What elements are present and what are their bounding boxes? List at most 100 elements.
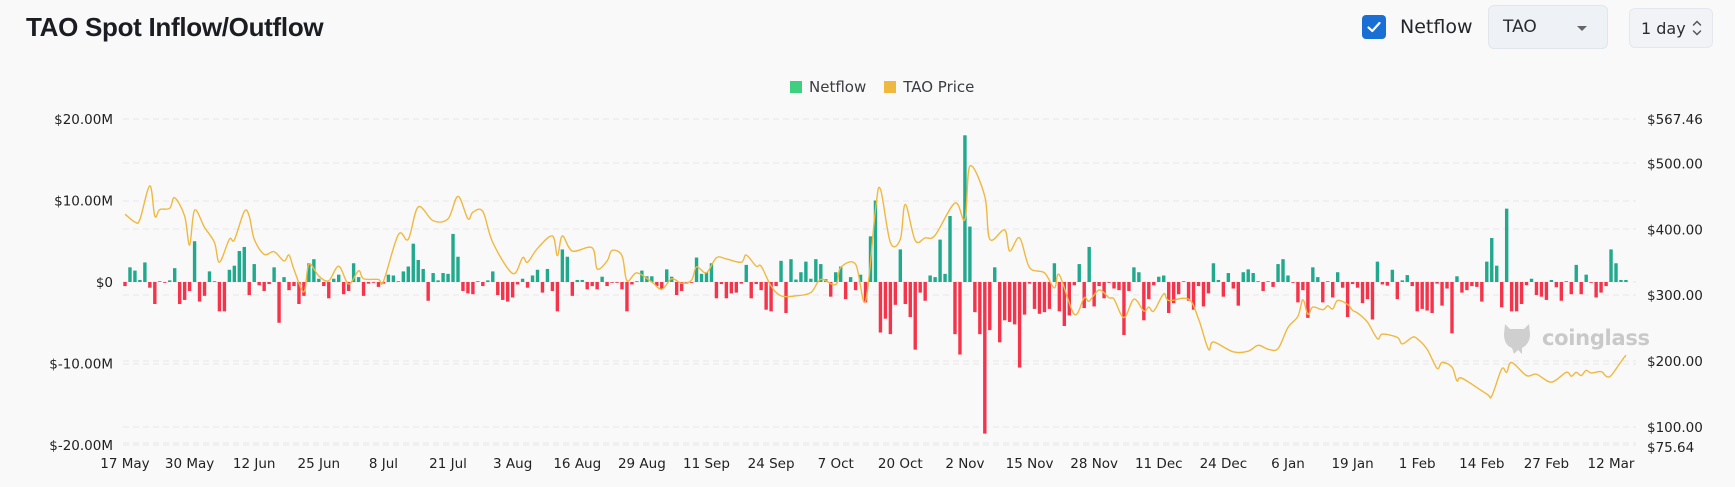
outflow-bar [1514, 282, 1519, 312]
outflow-bar [1410, 282, 1414, 287]
outflow-bar [888, 282, 893, 335]
outflow-bar [1067, 282, 1071, 316]
inflow-bar [1316, 277, 1320, 282]
outflow-bar [217, 282, 222, 312]
checkmark-icon[interactable] [1362, 15, 1386, 39]
coinglass-watermark: coinglass [1500, 320, 1650, 356]
inflow-bar [456, 256, 460, 282]
legend-item-netflow[interactable]: Netflow [790, 78, 866, 96]
inflow-bar [580, 279, 584, 282]
outflow-bar [595, 282, 599, 290]
x-axis-tick-label: 15 Nov [1006, 456, 1054, 472]
outflow-bar [471, 282, 475, 295]
outflow-bar [123, 282, 127, 287]
inflow-bar [1246, 269, 1250, 282]
netflow-checkbox[interactable]: Netflow [1362, 15, 1472, 39]
legend-label-netflow: Netflow [809, 78, 867, 96]
inflow-bar [1574, 264, 1578, 282]
inflow-bar [819, 264, 823, 282]
x-axis-tick-label: 2 Nov [945, 456, 984, 472]
inflow-bar [1326, 281, 1330, 282]
outflow-bar [774, 282, 778, 287]
outflow-bar [1475, 282, 1479, 287]
outflow-bar [1171, 282, 1176, 304]
outflow-bar [366, 282, 371, 284]
inflow-bar [993, 267, 997, 282]
x-axis-tick-label: 16 Aug [553, 456, 601, 472]
inflow-bar [1226, 273, 1231, 282]
outflow-bar [883, 282, 888, 319]
inflow-bar [1485, 261, 1489, 282]
inflow-bar [441, 273, 445, 282]
inflow-bar [173, 268, 177, 282]
inflow-bar [232, 265, 237, 282]
inflow-bar [1490, 237, 1494, 282]
x-axis-tick-label: 30 May [165, 456, 214, 472]
outflow-bar [1047, 282, 1052, 309]
inflow-bar [252, 264, 256, 282]
right-axis-tick-label: $300.00 [1647, 288, 1703, 304]
outflow-bar [1331, 282, 1335, 298]
inflow-bar [1400, 280, 1404, 282]
inflow-bar [282, 277, 286, 282]
outflow-bar [863, 282, 868, 303]
outflow-bar [346, 282, 351, 291]
inflow-bar [1137, 272, 1141, 282]
outflow-bar [1480, 282, 1484, 302]
outflow-bar [1589, 282, 1593, 283]
outflow-bar [1037, 282, 1042, 314]
outflow-bar [555, 282, 560, 312]
inflow-bar [1266, 281, 1270, 282]
legend-item-tao-price[interactable]: TAO Price [884, 78, 974, 96]
inflow-bar [565, 256, 570, 282]
outflow-bar [461, 282, 465, 291]
outflow-bar [784, 282, 788, 313]
inflow-bar [1564, 281, 1568, 282]
outflow-bar [590, 282, 594, 287]
outflow-bar [510, 282, 515, 298]
outflow-bar [918, 282, 922, 293]
outflow-bar [1191, 282, 1196, 310]
inflow-bar [928, 275, 932, 282]
inflow-bar [779, 260, 783, 282]
outflow-bar [893, 282, 898, 305]
outflow-bar [1499, 282, 1504, 308]
outflow-bar [1296, 282, 1300, 303]
inflow-bar [938, 239, 942, 282]
inflow-bar [237, 251, 242, 282]
outflow-bar [1360, 282, 1365, 304]
inflow-bar [1504, 208, 1509, 282]
inflow-bar [138, 279, 142, 282]
inflow-bar [1619, 279, 1623, 282]
outflow-bar [1569, 282, 1573, 295]
inflow-bar [1132, 267, 1136, 282]
outflow-bar [570, 282, 574, 296]
outflow-bar [1420, 282, 1424, 309]
outflow-bar [1440, 282, 1444, 306]
outflow-bar [1176, 282, 1181, 295]
page-title: TAO Spot Inflow/Outflow [26, 12, 324, 42]
outflow-bar [1072, 282, 1076, 286]
outflow-bar [1370, 282, 1375, 320]
outflow-bar [515, 282, 520, 285]
outflow-bar [1027, 282, 1032, 284]
right-axis-labels: $567.46 $500.00 $400.00 $300.00 $200.00 $100.… [1647, 112, 1703, 456]
inflow-bar [212, 281, 217, 282]
inflow-bar [1495, 265, 1499, 282]
netflow-bars [123, 135, 1628, 434]
outflow-bar [630, 282, 634, 285]
inflow-bar [356, 277, 361, 282]
x-axis-tick-label: 7 Oct [818, 456, 854, 472]
left-axis-tick-label: $-20.00M [49, 438, 113, 454]
outflow-bar [749, 282, 753, 299]
inflow-bar [809, 278, 813, 282]
right-axis-tick-label: $200.00 [1647, 354, 1703, 370]
price-line [124, 165, 1627, 399]
coin-select[interactable]: TAO [1488, 5, 1608, 49]
outflow-bar [1301, 282, 1305, 291]
outflow-bar [1306, 282, 1310, 318]
interval-select[interactable]: 1 day [1629, 8, 1713, 48]
right-axis-tick-label: $500.00 [1647, 156, 1703, 172]
outflow-bar [327, 282, 331, 299]
netflow-checkbox-label[interactable]: Netflow [1400, 16, 1473, 38]
